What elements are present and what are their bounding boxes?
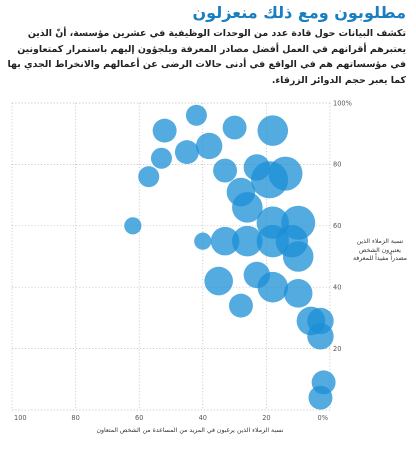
x-tick-label: 40 <box>199 414 207 422</box>
chart-subtitle: تكشف البيانات حول قادة عدد من الوحدات ال… <box>7 28 407 86</box>
x-tick-label: 0% <box>318 414 328 422</box>
x-tick-label: 80 <box>71 414 79 422</box>
data-bubble <box>308 385 333 410</box>
data-bubble <box>194 232 212 250</box>
data-bubble <box>124 217 142 235</box>
tick-layer: 100 80 60 40 20 0% 100% 80 60 40 20 <box>14 99 352 422</box>
data-bubble <box>174 140 199 165</box>
data-bubble <box>226 177 256 207</box>
grid-layer <box>11 102 331 411</box>
data-bubble <box>243 154 271 181</box>
data-bubble <box>282 241 314 272</box>
data-bubble <box>150 147 172 169</box>
x-tick-label: 20 <box>262 414 270 422</box>
data-bubble <box>243 261 271 289</box>
data-bubble <box>210 226 240 256</box>
data-bubble <box>222 115 247 140</box>
data-bubble <box>185 104 207 126</box>
chart-title: مطلوبون ومع ذلك منعزلون <box>192 3 406 22</box>
data-bubble <box>283 279 313 308</box>
y-axis-label: نسبة الزملاء الذين يعتبرون الشخص مصدراً … <box>352 238 408 263</box>
data-bubble <box>204 266 233 296</box>
data-bubble <box>268 156 303 191</box>
data-bubble <box>138 166 160 188</box>
x-tick-label: 100 <box>14 414 27 422</box>
y-tick-label: 20 <box>333 345 341 353</box>
x-tick-label: 60 <box>135 414 143 422</box>
data-bubble <box>213 158 238 183</box>
data-bubble <box>307 323 334 350</box>
y-tick-label: 100% <box>333 99 352 107</box>
x-axis-label: نسبة الزملاء الذين يرغبون في المزيد من ا… <box>96 427 284 434</box>
y-tick-label: 80 <box>333 161 341 169</box>
y-tick-label: 60 <box>333 222 341 230</box>
data-bubble <box>152 118 177 143</box>
data-bubble <box>232 225 263 257</box>
bubble-layer <box>124 104 336 410</box>
data-bubble <box>195 132 223 160</box>
y-tick-label: 40 <box>333 284 341 292</box>
data-bubble <box>257 115 289 146</box>
data-bubble <box>228 293 253 318</box>
